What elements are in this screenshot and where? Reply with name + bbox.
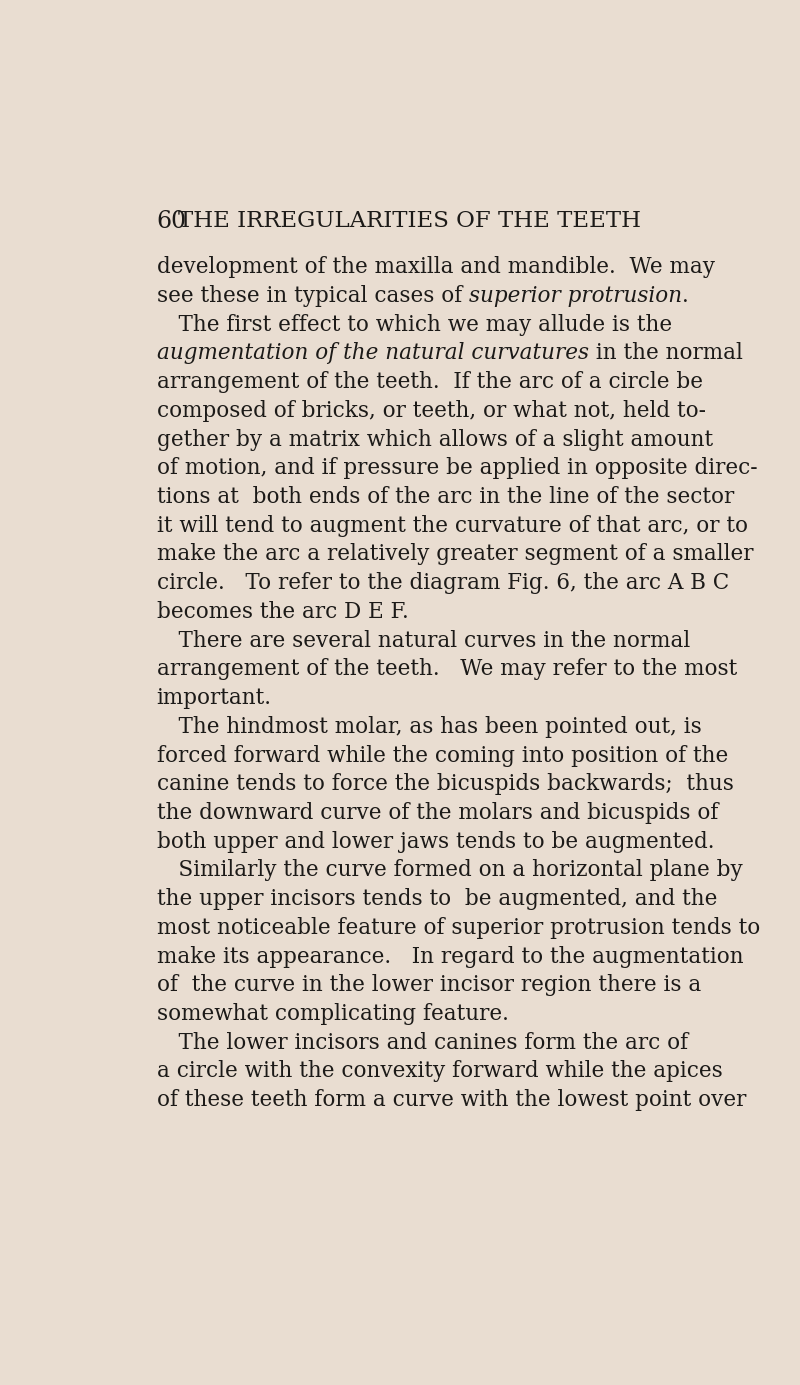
Text: somewhat complicating feature.: somewhat complicating feature. bbox=[157, 1003, 509, 1025]
Text: make the arc a relatively greater segment of a smaller: make the arc a relatively greater segmen… bbox=[157, 543, 753, 565]
Text: Similarly the curve formed on a horizontal plane by: Similarly the curve formed on a horizont… bbox=[157, 860, 742, 881]
Text: canine tends to force the bicuspids backwards;  thus: canine tends to force the bicuspids back… bbox=[157, 773, 734, 795]
Text: most noticeable feature of superior protrusion tends to: most noticeable feature of superior prot… bbox=[157, 917, 760, 939]
Text: The lower incisors and canines form the arc of: The lower incisors and canines form the … bbox=[157, 1032, 688, 1054]
Text: 60: 60 bbox=[157, 211, 186, 233]
Text: gether by a matrix which allows of a slight amount: gether by a matrix which allows of a sli… bbox=[157, 428, 713, 450]
Text: the downward curve of the molars and bicuspids of: the downward curve of the molars and bic… bbox=[157, 802, 718, 824]
Text: The first effect to which we may allude is the: The first effect to which we may allude … bbox=[157, 314, 672, 335]
Text: make its appearance.   In regard to the augmentation: make its appearance. In regard to the au… bbox=[157, 946, 743, 968]
Text: tions at  both ends of the arc in the line of the sector: tions at both ends of the arc in the lin… bbox=[157, 486, 734, 508]
Text: superior protrusion: superior protrusion bbox=[469, 285, 682, 307]
Text: arrangement of the teeth.   We may refer to the most: arrangement of the teeth. We may refer t… bbox=[157, 658, 737, 680]
Text: composed of bricks, or teeth, or what not, held to-: composed of bricks, or teeth, or what no… bbox=[157, 400, 706, 422]
Text: There are several natural curves in the normal: There are several natural curves in the … bbox=[157, 630, 690, 652]
Text: .: . bbox=[682, 285, 689, 307]
Text: development of the maxilla and mandible.  We may: development of the maxilla and mandible.… bbox=[157, 256, 714, 278]
Text: a circle with the convexity forward while the apices: a circle with the convexity forward whil… bbox=[157, 1061, 722, 1083]
Text: forced forward while the coming into position of the: forced forward while the coming into pos… bbox=[157, 745, 728, 766]
Text: augmentation of the natural curvatures: augmentation of the natural curvatures bbox=[157, 342, 589, 364]
Text: it will tend to augment the curvature of that arc, or to: it will tend to augment the curvature of… bbox=[157, 515, 747, 537]
Text: of  the curve in the lower incisor region there is a: of the curve in the lower incisor region… bbox=[157, 974, 701, 996]
Text: of motion, and if pressure be applied in opposite direc-: of motion, and if pressure be applied in… bbox=[157, 457, 758, 479]
Text: both upper and lower jaws tends to be augmented.: both upper and lower jaws tends to be au… bbox=[157, 831, 714, 853]
Text: circle.   To refer to the diagram Fig. 6, the arc A B C: circle. To refer to the diagram Fig. 6, … bbox=[157, 572, 729, 594]
Text: THE IRREGULARITIES OF THE TEETH: THE IRREGULARITIES OF THE TEETH bbox=[178, 211, 642, 233]
Text: the upper incisors tends to  be augmented, and the: the upper incisors tends to be augmented… bbox=[157, 888, 717, 910]
Text: of these teeth form a curve with the lowest point over: of these teeth form a curve with the low… bbox=[157, 1089, 746, 1111]
Text: The hindmost molar, as has been pointed out, is: The hindmost molar, as has been pointed … bbox=[157, 716, 702, 738]
Text: in the normal: in the normal bbox=[589, 342, 742, 364]
Text: important.: important. bbox=[157, 687, 271, 709]
Text: see these in typical cases of: see these in typical cases of bbox=[157, 285, 469, 307]
Text: arrangement of the teeth.  If the arc of a circle be: arrangement of the teeth. If the arc of … bbox=[157, 371, 702, 393]
Text: becomes the arc D E F.: becomes the arc D E F. bbox=[157, 601, 408, 623]
